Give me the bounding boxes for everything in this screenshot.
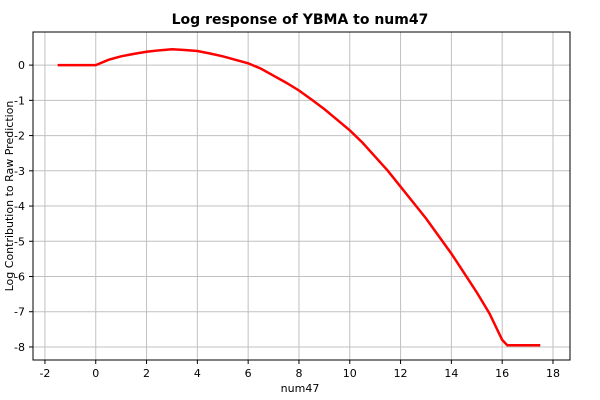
- x-tick-label: 0: [92, 367, 99, 380]
- y-tick-label: -1: [14, 94, 25, 107]
- y-tick-label: -7: [14, 306, 25, 319]
- y-tick-label: 0: [18, 59, 25, 72]
- x-tick-label: 10: [343, 367, 357, 380]
- plot-area: -2 0 2 4 6 8 10 12 14 16 18 -8 -7 -6 -5 -4 -3 -2 -1 0: [14, 31, 571, 380]
- y-axis-label: Log Contribution to Raw Prediction: [3, 101, 16, 292]
- x-tick-label: -2: [39, 367, 50, 380]
- y-tick-label: -4: [14, 200, 25, 213]
- x-tick-label: 16: [495, 367, 509, 380]
- x-tick-label: 2: [143, 367, 150, 380]
- x-tick-label: 18: [546, 367, 560, 380]
- y-tick-label: -8: [14, 341, 25, 354]
- x-tick-label: 4: [194, 367, 201, 380]
- x-tick-label: 6: [245, 367, 252, 380]
- y-tick-label: -6: [14, 271, 25, 284]
- y-tick-label: -5: [14, 235, 25, 248]
- y-tick-label: -2: [14, 130, 25, 143]
- x-tick-label: 8: [295, 367, 302, 380]
- x-tick-label: 12: [394, 367, 408, 380]
- chart-title: Log response of YBMA to num47: [172, 12, 429, 28]
- plot-frame: [32, 31, 571, 361]
- y-tick-label: -3: [14, 165, 25, 178]
- x-axis-label: num47: [281, 382, 320, 395]
- x-tick-label: 14: [444, 367, 458, 380]
- data-line: [57, 48, 541, 347]
